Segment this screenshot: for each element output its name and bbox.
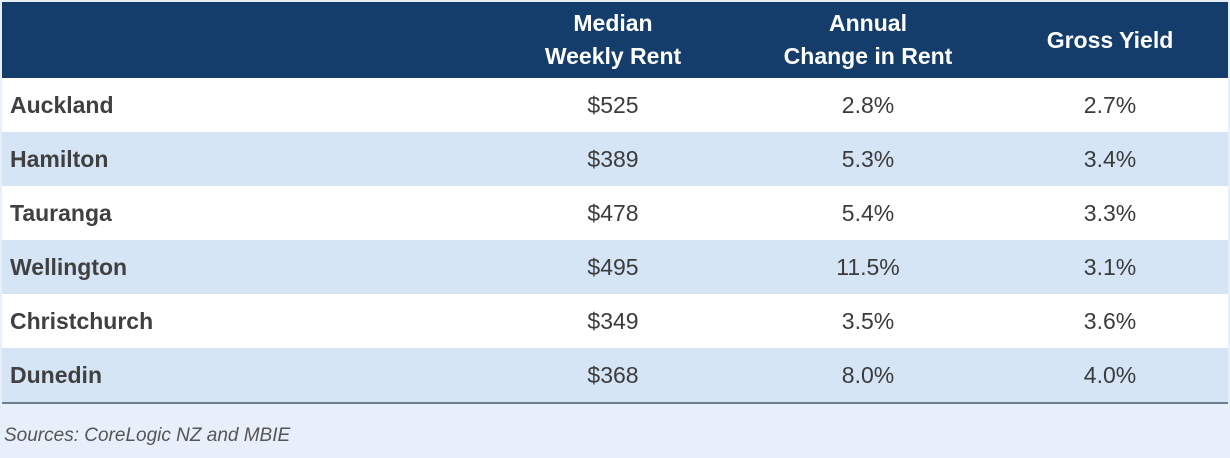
cell-city: Tauranga bbox=[2, 186, 482, 240]
table-body: Auckland $525 2.8% 2.7% Hamilton $389 5.3% 3.4%… bbox=[2, 78, 1228, 404]
table-row: Hamilton $389 5.3% 3.4% bbox=[2, 132, 1228, 186]
column-header-city bbox=[2, 2, 482, 78]
cell-median-weekly-rent: $389 bbox=[482, 132, 744, 186]
cell-city: Dunedin bbox=[2, 348, 482, 404]
cell-annual-change: 5.3% bbox=[744, 132, 992, 186]
cell-median-weekly-rent: $495 bbox=[482, 240, 744, 294]
cell-median-weekly-rent: $525 bbox=[482, 78, 744, 132]
rent-table: Median Weekly Rent Annual Change in Rent G… bbox=[2, 2, 1228, 404]
cell-median-weekly-rent: $478 bbox=[482, 186, 744, 240]
cell-city: Christchurch bbox=[2, 294, 482, 348]
cell-city: Auckland bbox=[2, 78, 482, 132]
cell-gross-yield: 3.6% bbox=[992, 294, 1228, 348]
table-row: Tauranga $478 5.4% 3.3% bbox=[2, 186, 1228, 240]
cell-gross-yield: 3.1% bbox=[992, 240, 1228, 294]
cell-gross-yield: 2.7% bbox=[992, 78, 1228, 132]
table-row: Christchurch $349 3.5% 3.6% bbox=[2, 294, 1228, 348]
column-header-annual-change: Annual Change in Rent bbox=[744, 2, 992, 78]
table-row: Dunedin $368 8.0% 4.0% bbox=[2, 348, 1228, 404]
source-note: Sources: CoreLogic NZ and MBIE bbox=[4, 425, 291, 446]
cell-median-weekly-rent: $349 bbox=[482, 294, 744, 348]
column-header-median-weekly-rent: Median Weekly Rent bbox=[482, 2, 744, 78]
cell-city: Wellington bbox=[2, 240, 482, 294]
cell-annual-change: 2.8% bbox=[744, 78, 992, 132]
cell-gross-yield: 3.3% bbox=[992, 186, 1228, 240]
table-header-row: Median Weekly Rent Annual Change in Rent G… bbox=[2, 2, 1228, 78]
cell-annual-change: 5.4% bbox=[744, 186, 992, 240]
cell-gross-yield: 4.0% bbox=[992, 348, 1228, 404]
table-row: Wellington $495 11.5% 3.1% bbox=[2, 240, 1228, 294]
cell-annual-change: 8.0% bbox=[744, 348, 992, 404]
cell-annual-change: 3.5% bbox=[744, 294, 992, 348]
column-header-gross-yield: Gross Yield bbox=[992, 2, 1228, 78]
cell-annual-change: 11.5% bbox=[744, 240, 992, 294]
table-row: Auckland $525 2.8% 2.7% bbox=[2, 78, 1228, 132]
cell-city: Hamilton bbox=[2, 132, 482, 186]
cell-gross-yield: 3.4% bbox=[992, 132, 1228, 186]
cell-median-weekly-rent: $368 bbox=[482, 348, 744, 404]
